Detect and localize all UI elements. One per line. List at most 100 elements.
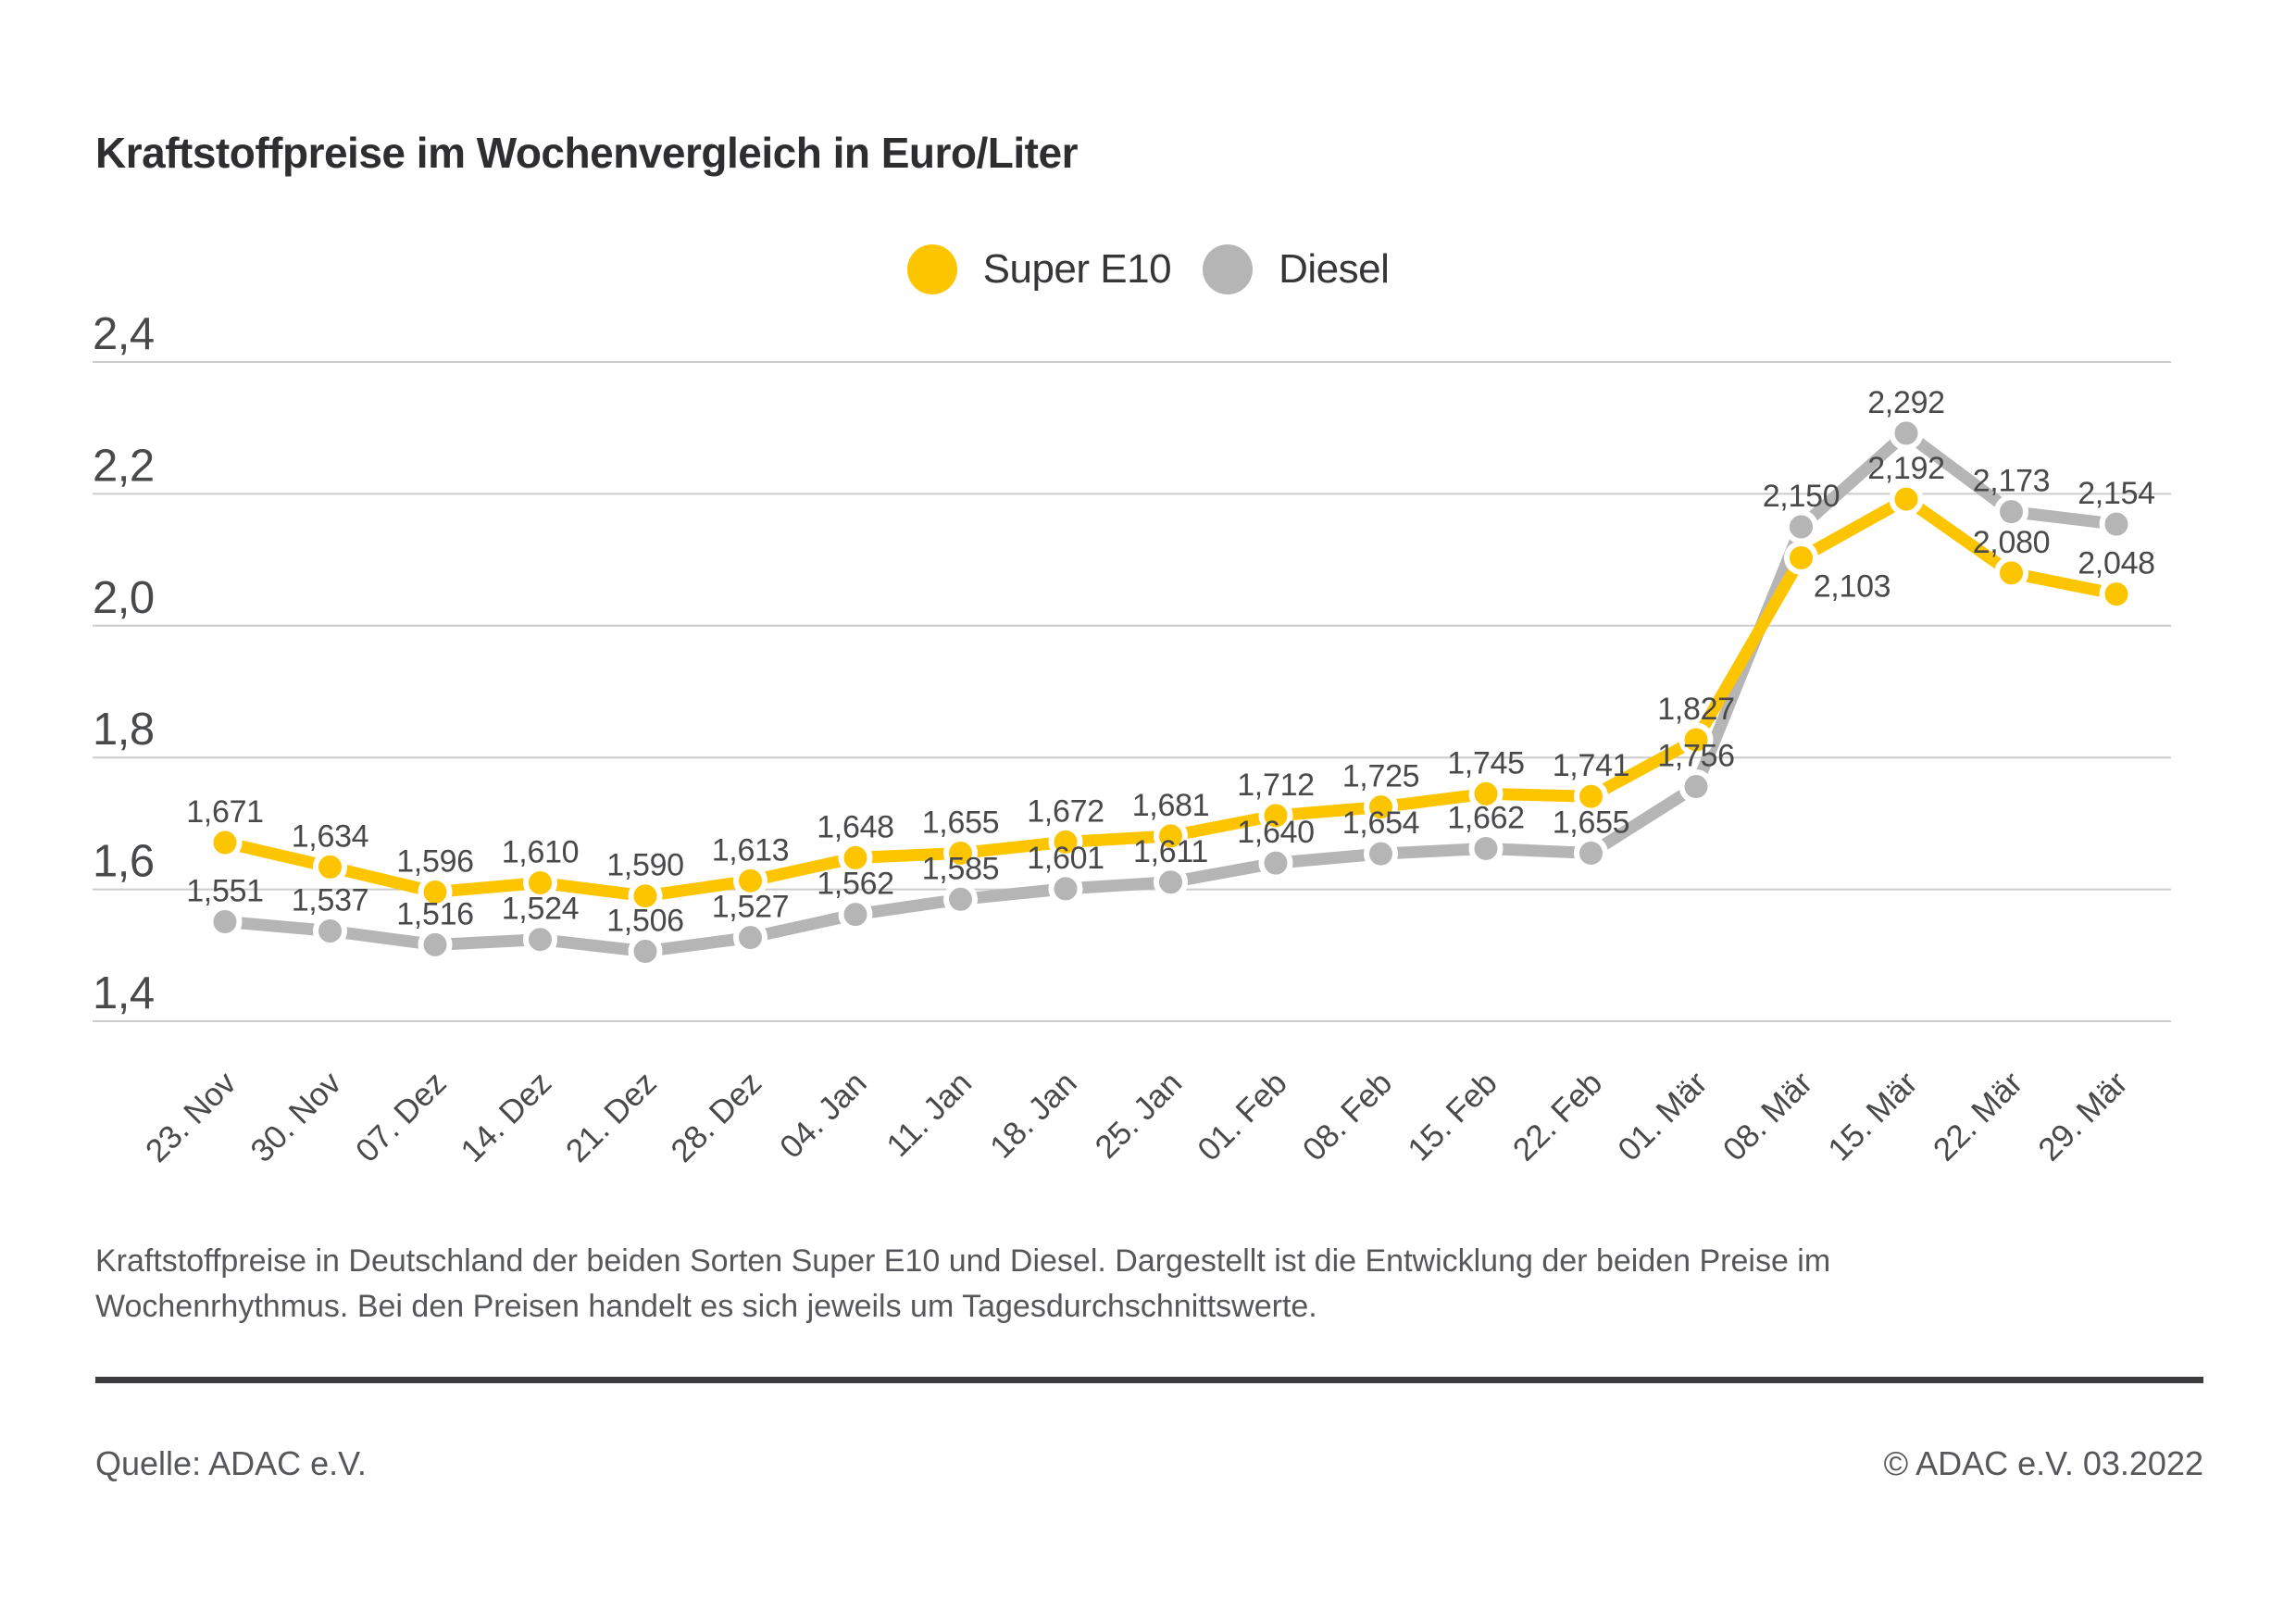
value-label-diesel: 1,654 [1342, 806, 1420, 841]
x-axis-tick-label: 07. Dez [349, 1065, 454, 1169]
diesel-legend-dot-icon [1203, 244, 1254, 294]
caption-line-2: Wochenrhythmus. Bei den Preisen handelt … [95, 1289, 1317, 1324]
value-label-diesel: 2,154 [2078, 476, 2155, 511]
x-axis-tick-label: 11. Jan [880, 1065, 979, 1164]
data-point-super-e10 [1889, 481, 1924, 517]
value-label-super-e10: 1,741 [1553, 748, 1630, 783]
x-axis-tick-label: 22. Feb [1506, 1065, 1610, 1168]
data-point-super-e10 [628, 879, 663, 914]
value-label-diesel: 1,562 [817, 867, 894, 902]
value-label-diesel: 1,756 [1657, 739, 1735, 774]
data-point-diesel [1784, 509, 1818, 544]
x-axis-tick-label: 08. Feb [1296, 1065, 1400, 1168]
value-label-diesel: 1,601 [1027, 841, 1104, 876]
data-point-super-e10 [1784, 540, 1818, 575]
value-label-super-e10: 2,192 [1867, 451, 1945, 486]
data-point-diesel [838, 897, 873, 932]
data-point-diesel [1364, 836, 1398, 871]
value-label-super-e10: 1,590 [606, 848, 684, 883]
data-point-super-e10 [207, 825, 243, 860]
data-point-super-e10 [733, 863, 767, 898]
x-axis-tick-label: 23. Nov [139, 1065, 243, 1169]
value-label-super-e10: 1,712 [1237, 768, 1315, 803]
caption-line-1: Kraftstoffpreise in Deutschland der beid… [95, 1243, 1831, 1279]
data-point-diesel [313, 913, 347, 948]
value-label-diesel: 1,640 [1237, 815, 1315, 850]
x-axis-tick-label: 04. Jan [773, 1065, 874, 1166]
value-label-super-e10: 1,613 [712, 832, 790, 868]
value-label-super-e10: 1,671 [186, 794, 264, 830]
data-point-diesel [733, 920, 767, 955]
data-point-super-e10 [1678, 722, 1714, 757]
x-axis-tick-label: 25. Jan [1088, 1065, 1189, 1166]
x-axis-tick-label: 08. Mär [1716, 1065, 1820, 1168]
value-label-super-e10: 1,725 [1342, 759, 1420, 794]
value-label-diesel: 1,537 [292, 882, 369, 918]
x-axis-tick-label: 15. Mär [1821, 1065, 1925, 1168]
data-point-super-e10 [1048, 824, 1083, 859]
value-label-super-e10: 2,080 [1973, 525, 2051, 560]
value-label-super-e10: 1,610 [502, 834, 580, 869]
x-axis-tick-label: 28. Dez [664, 1065, 768, 1169]
legend-label-diesel: Diesel [1279, 246, 1390, 292]
data-point-super-e10 [523, 865, 557, 900]
y-axis-tick-label: 2,2 [93, 441, 155, 491]
data-point-super-e10 [838, 840, 873, 875]
x-axis-tick-label: 30. Nov [243, 1065, 348, 1169]
y-axis-tick-label: 1,6 [93, 837, 155, 887]
page-title: Kraftstoffpreise im Wochenvergleich in E… [95, 129, 1078, 177]
legend-item-diesel: Diesel [1203, 244, 1390, 294]
value-label-super-e10: 1,672 [1027, 793, 1104, 829]
data-point-diesel [418, 927, 453, 962]
data-point-super-e10 [1994, 556, 2028, 591]
value-label-diesel: 2,173 [1973, 464, 2051, 499]
chart-legend: Super E10 Diesel [0, 244, 2296, 294]
data-point-diesel [1994, 494, 2028, 530]
data-point-diesel [1889, 416, 1924, 451]
data-point-diesel [523, 922, 557, 957]
x-axis-tick-label: 01. Feb [1191, 1065, 1294, 1168]
y-axis-tick-label: 2,0 [93, 573, 155, 623]
value-label-diesel: 1,655 [1553, 805, 1630, 840]
data-point-diesel [1468, 830, 1504, 866]
data-point-super-e10 [1154, 818, 1188, 854]
value-label-super-e10: 2,048 [2078, 546, 2155, 581]
data-point-diesel [1258, 845, 1293, 880]
value-label-super-e10: 1,648 [817, 809, 894, 844]
legend-label-super-e10: Super E10 [982, 246, 1172, 292]
data-point-super-e10 [1258, 798, 1293, 833]
chart-caption: Kraftstoffpreise in Deutschland der beid… [95, 1239, 2206, 1330]
value-label-diesel: 2,150 [1763, 479, 1841, 514]
value-label-diesel: 1,506 [606, 904, 684, 939]
value-label-super-e10: 1,596 [396, 843, 474, 879]
value-label-super-e10: 1,681 [1132, 788, 1210, 823]
data-point-diesel [1154, 865, 1188, 900]
x-axis-tick-label: 15. Feb [1401, 1065, 1504, 1168]
y-axis-tick-label: 1,4 [93, 968, 155, 1018]
source-text: Quelle: ADAC e.V. [95, 1444, 367, 1482]
value-label-diesel: 1,551 [186, 873, 264, 908]
y-axis-tick-label: 1,8 [93, 705, 155, 755]
data-point-super-e10 [1468, 776, 1504, 811]
x-axis-tick-label: 29. Mär [2031, 1065, 2135, 1168]
data-point-diesel [1048, 871, 1083, 906]
value-label-diesel: 2,292 [1867, 385, 1945, 420]
value-label-diesel: 1,662 [1447, 800, 1525, 835]
data-point-super-e10 [1574, 779, 1608, 814]
data-point-diesel [943, 881, 978, 917]
data-point-super-e10 [418, 874, 453, 909]
x-axis-tick-label: 01. Mär [1611, 1065, 1715, 1168]
value-label-super-e10: 1,655 [922, 805, 1000, 840]
x-axis-tick-label: 14. Dez [454, 1065, 558, 1169]
data-point-super-e10 [2099, 577, 2134, 612]
legend-item-super-e10: Super E10 [906, 244, 1172, 294]
data-point-super-e10 [943, 835, 978, 870]
data-point-diesel [1678, 769, 1714, 805]
data-point-diesel [1574, 835, 1608, 870]
data-point-super-e10 [1364, 790, 1398, 825]
footer-divider [95, 1377, 2203, 1383]
footer: Quelle: ADAC e.V. © ADAC e.V. 03.2022 [95, 1444, 2203, 1483]
x-axis-tick-label: 21. Dez [559, 1065, 664, 1169]
copyright-text: © ADAC e.V. 03.2022 [1883, 1444, 2203, 1482]
